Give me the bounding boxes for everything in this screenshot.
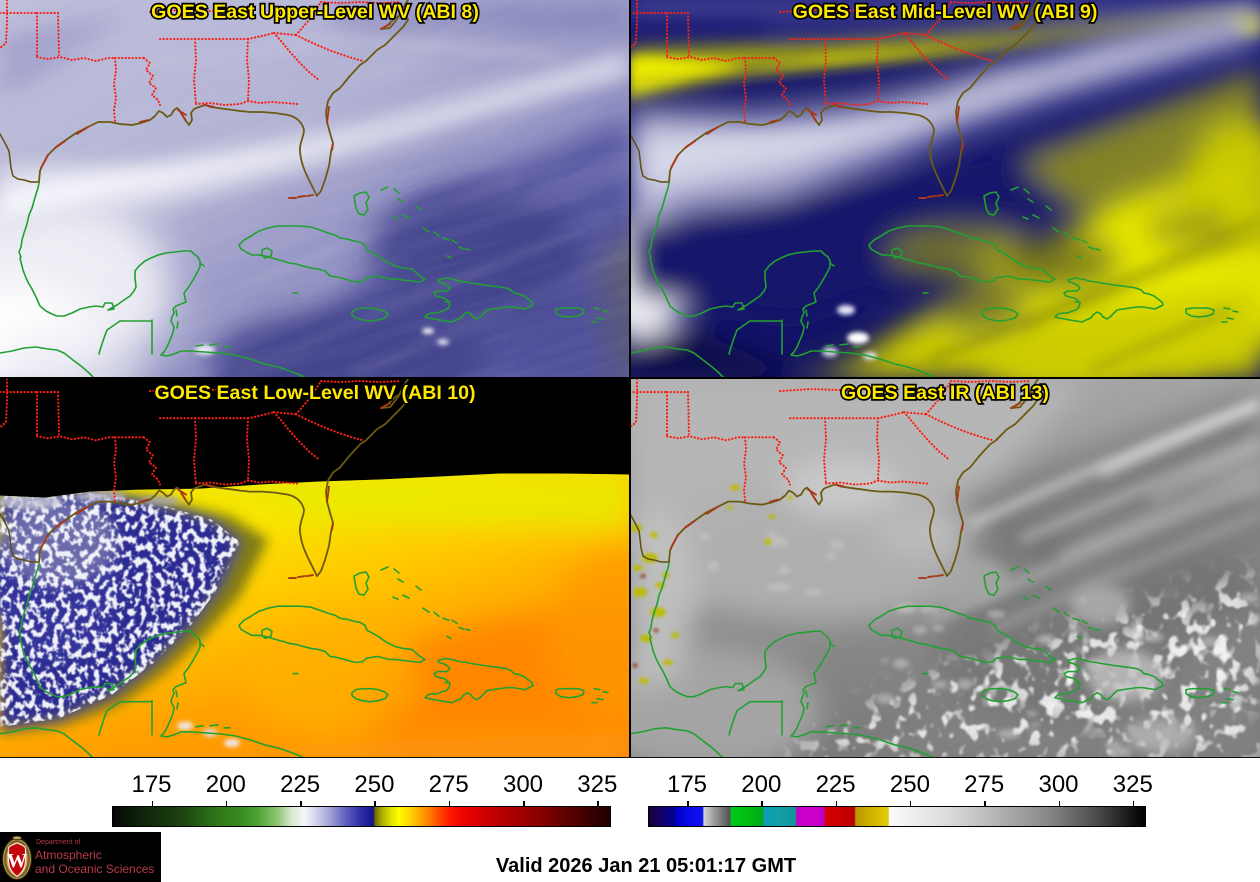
svg-text:W: W — [7, 850, 27, 872]
svg-text:GOES East Mid-Level WV (ABI 9): GOES East Mid-Level WV (ABI 9) — [793, 1, 1098, 23]
svg-text:GOES East IR (ABI 13): GOES East IR (ABI 13) — [841, 382, 1049, 404]
svg-text:GOES East Low-Level WV (ABI 10: GOES East Low-Level WV (ABI 10) — [154, 382, 475, 404]
svg-text:GOES East Upper-Level WV (ABI: GOES East Upper-Level WV (ABI 8) — [151, 1, 479, 23]
